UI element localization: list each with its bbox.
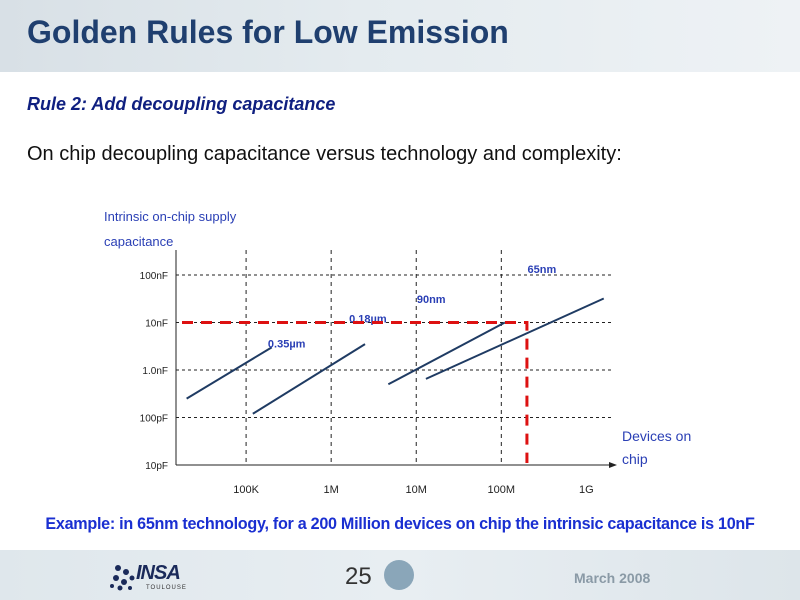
x-tick-label: 1M [324, 484, 339, 496]
logo-text: INSA [136, 562, 181, 584]
x-axis-title: chip [622, 451, 648, 467]
y-tick-label: 100nF [140, 271, 168, 282]
x-axis-title: Devices on [622, 428, 691, 444]
logo-dots-icon [110, 565, 135, 591]
y-tick-label: 10nF [145, 319, 168, 330]
insa-logo: INSA TOULOUSE [108, 560, 188, 596]
y-tick-label: 10pF [145, 461, 168, 472]
series-line [425, 297, 605, 380]
slide-subtitle: On chip decoupling capacitance versus te… [27, 143, 622, 165]
slide-title: Golden Rules for Low Emission [27, 14, 509, 50]
capacitance-chart: 10pF 100pF 1.0nF 10nF 100nF 100K 1M 10M 100M 1G In… [104, 209, 691, 496]
series-line [186, 346, 273, 400]
page-number: 25 [345, 563, 372, 590]
series-line [387, 321, 506, 386]
footer-date: March 2008 [574, 570, 651, 586]
y-tick-label: 1.0nF [142, 366, 168, 377]
logo-subtext: TOULOUSE [146, 585, 187, 591]
title-bar: Golden Rules for Low Emission [0, 0, 800, 72]
rule-heading: Rule 2: Add decoupling capacitance [27, 94, 336, 114]
series-line [252, 343, 366, 415]
highlight-line [182, 321, 529, 463]
page-dot-icon [384, 560, 414, 590]
x-tick-label: 100K [233, 484, 259, 496]
x-axis-arrow [609, 462, 617, 468]
y-axis-title: capacitance [104, 234, 173, 249]
series-label: 65nm [528, 264, 557, 276]
x-tick-label: 10M [406, 484, 427, 496]
example-caption: Example: in 65nm technology, for a 200 M… [45, 514, 755, 533]
y-axis-title: Intrinsic on-chip supply [104, 209, 237, 224]
x-tick-label: 100M [488, 484, 516, 496]
series-label: 0.35µm [268, 338, 306, 350]
series-label: 90nm [417, 294, 446, 306]
y-tick-label: 100pF [140, 414, 168, 425]
x-tick-label: 1G [579, 484, 594, 496]
